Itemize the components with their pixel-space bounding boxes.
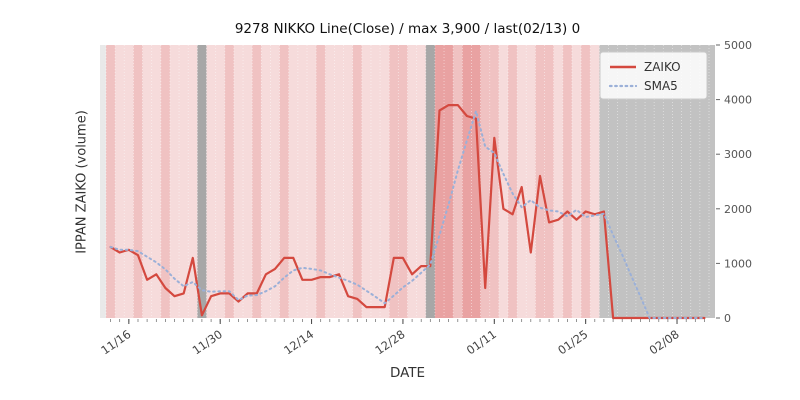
day-band <box>151 45 162 318</box>
day-band <box>389 45 399 318</box>
x-tick-label: 01/25 <box>555 327 590 357</box>
day-band <box>288 45 299 318</box>
day-band <box>654 45 664 318</box>
day-band <box>590 45 600 318</box>
day-band <box>526 45 536 318</box>
day-band <box>444 45 454 318</box>
day-band <box>370 45 381 318</box>
day-band <box>571 45 582 318</box>
day-band <box>690 45 701 318</box>
day-band <box>398 45 408 318</box>
day-band <box>261 45 271 318</box>
x-tick-label: 11/30 <box>190 327 225 357</box>
day-band <box>599 45 609 318</box>
x-axis-label: DATE <box>389 365 426 381</box>
day-band <box>562 45 573 318</box>
chart-title: 9278 NIKKO Line(Close) / max 3,900 / las… <box>234 21 581 37</box>
x-tick-label: 11/16 <box>98 327 133 357</box>
y-tick-label: 5000 <box>724 39 752 52</box>
day-band <box>169 45 180 318</box>
day-band <box>416 45 427 318</box>
y-tick-label: 4000 <box>724 94 752 107</box>
day-band <box>553 45 564 318</box>
day-band <box>334 45 344 318</box>
day-band <box>681 45 692 318</box>
day-band <box>544 45 555 318</box>
y-tick-label: 2000 <box>724 203 752 216</box>
day-band <box>297 45 308 318</box>
legend-sma5-label: SMA5 <box>644 79 678 93</box>
zaiko-line <box>109 103 706 320</box>
day-band <box>626 45 637 318</box>
y-tick-label: 1000 <box>724 257 752 270</box>
day-band <box>453 45 463 318</box>
legend: ZAIKO SMA5 <box>599 51 708 100</box>
day-band <box>471 45 481 318</box>
legend-zaiko-label: ZAIKO <box>644 60 681 74</box>
day-band <box>307 45 317 318</box>
day-band <box>133 45 143 318</box>
day-band <box>699 45 710 318</box>
x-tick-label: 12/28 <box>372 327 407 357</box>
day-band <box>581 45 591 318</box>
day-band <box>672 45 682 318</box>
day-band <box>197 45 207 318</box>
day-band <box>462 45 472 318</box>
y-tick-label: 3000 <box>724 148 752 161</box>
day-band <box>325 45 335 318</box>
day-band <box>270 45 280 318</box>
y-axis-label: IPPAN ZAIKO (volume) <box>74 110 90 254</box>
day-band <box>645 45 655 318</box>
day-band <box>243 45 253 318</box>
day-band <box>608 45 619 318</box>
day-band <box>279 45 290 318</box>
x-tick-label: 12/14 <box>281 327 316 357</box>
day-band <box>252 45 262 318</box>
day-band <box>316 45 326 318</box>
y-tick-label: 0 <box>724 312 731 325</box>
day-band <box>517 45 527 318</box>
day-band <box>352 45 363 318</box>
day-band <box>508 45 518 318</box>
y-axis-ticks: 0 1000 2000 3000 4000 5000 <box>716 39 752 325</box>
sma5-line <box>109 110 706 319</box>
day-band <box>179 45 189 318</box>
day-band <box>498 45 509 318</box>
x-tick-label: 01/11 <box>464 327 499 357</box>
day-band <box>106 45 116 318</box>
day-band <box>380 45 390 318</box>
day-band <box>635 45 646 318</box>
day-band <box>160 45 171 318</box>
x-axis-ticks: 11/16 11/30 12/14 12/28 01/11 01/25 02/08 <box>98 319 705 357</box>
day-band <box>489 45 500 318</box>
day-band <box>425 45 436 318</box>
day-band <box>361 45 372 318</box>
day-band <box>215 45 226 318</box>
day-band <box>343 45 354 318</box>
x-tick-label: 02/08 <box>647 327 682 357</box>
day-band <box>663 45 673 318</box>
day-band <box>434 45 445 318</box>
day-band <box>233 45 244 318</box>
day-band <box>480 45 491 318</box>
day-band <box>188 45 198 318</box>
day-band <box>617 45 628 318</box>
day-band <box>115 45 125 318</box>
day-band <box>224 45 235 318</box>
day-band <box>407 45 418 318</box>
day-band <box>142 45 153 318</box>
day-band <box>206 45 217 318</box>
day-band <box>124 45 134 318</box>
